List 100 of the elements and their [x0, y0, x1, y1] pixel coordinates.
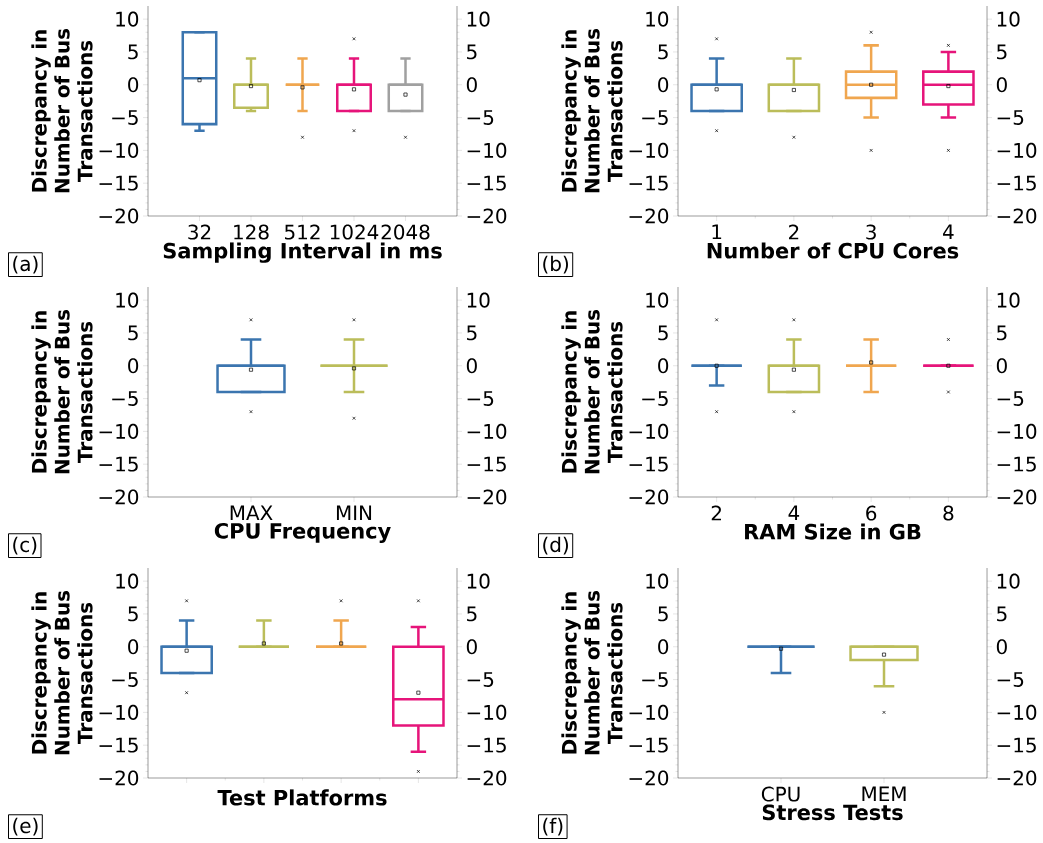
x-tick-label: 1024 [330, 224, 379, 240]
x-tick-label: 4 [943, 224, 954, 240]
y2-tick-label: −15 [997, 175, 1036, 191]
y-tick-label: −20 [99, 208, 139, 224]
x-axis-title: Number of CPU Cores [707, 242, 959, 259]
y2-tick-label: −5 [997, 391, 1024, 406]
y-tick-label: −15 [629, 456, 668, 472]
y2-tick-label: 10 [467, 573, 490, 589]
y-axis-title: Discrepancy in Number of Bus Transactions [31, 590, 93, 755]
text: (a) [13, 255, 38, 274]
y2-tick-label: 10 [997, 11, 1020, 27]
y-tick-label: −10 [99, 423, 139, 439]
y2-tick-label: −15 [997, 456, 1036, 472]
y2-tick-label: 10 [467, 11, 490, 27]
x-tick-label: 512 [285, 224, 320, 240]
y-tick-label: 0 [128, 639, 139, 655]
y-tick-label: −20 [99, 770, 139, 786]
x-tick-label: 1 [712, 224, 722, 240]
y2-tick-label: 0 [996, 639, 1007, 655]
y-tick-label: 5 [128, 325, 138, 341]
y-tick-label: 0 [658, 358, 669, 374]
y2-tick-label: 10 [467, 292, 490, 308]
y-tick-label: −15 [99, 175, 138, 191]
y-tick-label: −5 [112, 672, 138, 687]
y2-tick-label: −15 [467, 737, 506, 753]
y-tick-label: −15 [629, 737, 668, 753]
x-tick-label: 4 [788, 505, 800, 521]
y-tick-label: 5 [658, 606, 668, 622]
y2-tick-label: −10 [467, 704, 507, 720]
y2-tick-label: 5 [997, 325, 1007, 341]
y-tick-label: −5 [642, 391, 668, 406]
y-tick-label: −15 [629, 175, 668, 191]
y-tick-label: 0 [658, 77, 669, 93]
y2-tick-label: −20 [467, 770, 507, 786]
y-tick-label: 0 [128, 77, 139, 93]
y-tick-label: −5 [112, 110, 138, 125]
y-axis-title: Discrepancy in Number of Bus Transactions [561, 28, 623, 193]
y2-tick-label: −15 [997, 737, 1036, 753]
y-tick-label: 5 [658, 325, 668, 341]
y2-tick-label: 5 [467, 44, 477, 60]
y-tick-label: −5 [112, 391, 138, 406]
x-tick-label: 3 [866, 224, 876, 240]
y2-tick-label: −15 [467, 175, 506, 191]
y2-tick-label: −5 [467, 110, 494, 125]
y2-tick-label: 0 [466, 77, 477, 93]
y-tick-label: −5 [642, 672, 668, 687]
y-tick-label: −10 [629, 704, 669, 720]
y2-tick-label: 10 [997, 573, 1020, 589]
y-tick-label: 0 [658, 639, 669, 655]
y-axis-title: Discrepancy in Number of Bus Transactions [561, 309, 623, 474]
y-tick-label: −10 [99, 142, 139, 158]
y2-tick-label: 5 [467, 325, 477, 341]
y-tick-label: −20 [629, 770, 669, 786]
y2-tick-label: −20 [997, 489, 1037, 505]
y2-tick-label: 0 [466, 639, 477, 655]
y-tick-label: −20 [99, 489, 139, 505]
y-tick-label: −10 [629, 142, 669, 158]
x-axis-title: Sampling Interval in ms [163, 242, 442, 263]
y-tick-label: 10 [116, 292, 139, 308]
y-tick-label: 5 [128, 44, 138, 60]
y-axis-title: Discrepancy in Number of Bus Transactions [31, 28, 93, 193]
y-tick-label: −10 [99, 704, 139, 720]
y2-tick-label: −10 [997, 142, 1037, 158]
y2-tick-label: 0 [466, 358, 477, 374]
x-tick-label: 6 [866, 505, 877, 521]
y2-tick-label: −10 [467, 423, 507, 439]
x-tick-label: 2 [789, 224, 799, 240]
y-tick-label: 10 [646, 292, 669, 308]
x-tick-label: 8 [943, 505, 954, 521]
y2-tick-label: 10 [997, 292, 1020, 308]
x-axis-title: Test Platforms [217, 789, 387, 806]
y2-tick-label: −5 [467, 391, 494, 406]
y2-tick-label: −10 [467, 142, 507, 158]
y2-tick-label: 0 [996, 77, 1007, 93]
text: (e) [13, 817, 38, 836]
y2-tick-label: −5 [997, 672, 1024, 687]
y-tick-label: 10 [116, 573, 139, 589]
y-axis-title: Discrepancy in Number of Bus Transactions [31, 309, 93, 474]
y-tick-label: 5 [658, 44, 668, 60]
y-tick-label: 0 [128, 358, 139, 374]
text: (d) [543, 536, 568, 555]
y-tick-label: 10 [646, 573, 669, 589]
y-tick-label: 10 [646, 11, 669, 27]
y2-tick-label: −20 [467, 489, 507, 505]
x-axis-title: CPU Frequency [214, 522, 391, 543]
x-tick-label: MAX [230, 505, 273, 521]
text: (f) [543, 817, 563, 836]
x-axis-title: RAM Size in GB [745, 523, 921, 540]
y2-tick-label: 0 [996, 358, 1007, 374]
y2-tick-label: −10 [997, 704, 1037, 720]
x-tick-label: 2 [711, 505, 721, 521]
y2-tick-label: 5 [997, 606, 1007, 622]
y2-tick-label: −20 [997, 770, 1037, 786]
y-axis-title: Discrepancy in Number of Bus Transactions [561, 590, 623, 755]
y-tick-label: −5 [642, 110, 668, 125]
y-tick-label: 5 [128, 606, 138, 622]
y2-tick-label: −15 [467, 456, 506, 472]
x-tick-label: 128 [234, 224, 269, 240]
y-tick-label: −15 [99, 456, 138, 472]
y2-tick-label: 5 [997, 44, 1007, 60]
